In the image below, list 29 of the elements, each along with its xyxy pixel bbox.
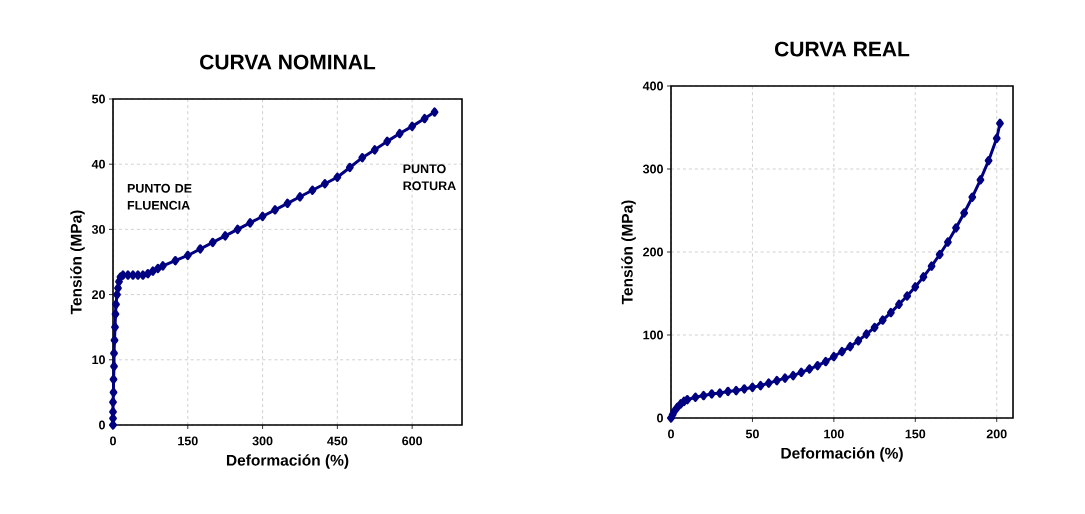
y-tick-label: 20 bbox=[92, 290, 105, 300]
x-tick-label: 0 bbox=[110, 436, 116, 446]
y-tick-label: 0 bbox=[99, 420, 105, 430]
x-tick-label: 0 bbox=[668, 429, 674, 439]
chart-title: CURVA REAL bbox=[775, 41, 910, 57]
x-tick-label: 300 bbox=[252, 436, 273, 446]
y-tick-label: 400 bbox=[642, 81, 663, 91]
y-tick-label: 10 bbox=[92, 355, 105, 365]
x-axis-title: Deformación (%) bbox=[781, 447, 903, 462]
y-tick-label: 50 bbox=[91, 94, 105, 104]
y-axis-title: Tensión (MPa) bbox=[621, 200, 636, 305]
x-tick-label: 150 bbox=[178, 436, 198, 446]
x-tick-label: 200 bbox=[986, 429, 1007, 439]
annotation: PUNTO DE FLUENCIA bbox=[127, 183, 192, 210]
y-tick-label: 30 bbox=[91, 224, 105, 234]
y-axis-title: Tensión (MPa) bbox=[70, 210, 85, 315]
chart-title: CURVA NOMINAL bbox=[200, 54, 376, 70]
x-tick-label: 100 bbox=[824, 429, 844, 439]
y-tick-label: 100 bbox=[643, 330, 663, 340]
x-axis-title: Deformación (%) bbox=[226, 454, 349, 469]
y-tick-label: 0 bbox=[657, 413, 663, 423]
x-tick-label: 50 bbox=[745, 429, 759, 439]
x-tick-label: 450 bbox=[327, 436, 348, 446]
x-tick-label: 150 bbox=[905, 429, 926, 439]
y-tick-label: 200 bbox=[643, 247, 663, 257]
annotation: PUNTO ROTURA bbox=[403, 164, 456, 191]
y-tick-label: 300 bbox=[642, 164, 663, 174]
x-tick-label: 600 bbox=[402, 436, 423, 446]
y-tick-label: 40 bbox=[91, 159, 105, 169]
